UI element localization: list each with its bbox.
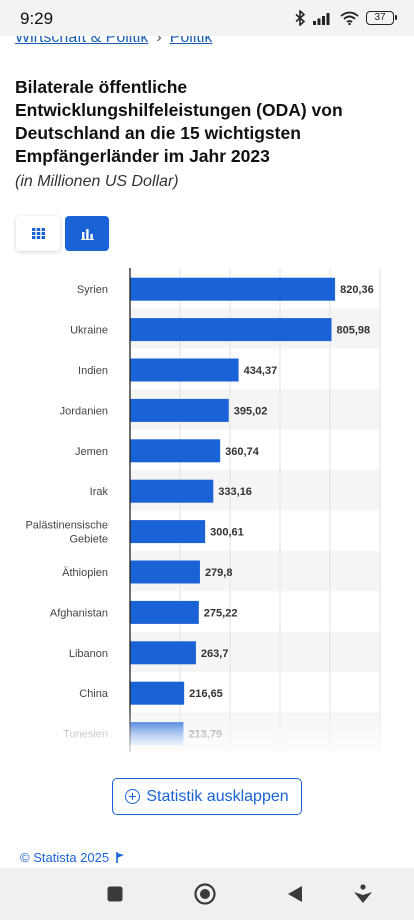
- bar[interactable]: [130, 560, 200, 584]
- status-icons: 37: [295, 10, 397, 26]
- value-label: 216,65: [189, 688, 223, 700]
- bar[interactable]: [130, 439, 221, 463]
- bar[interactable]: [130, 358, 239, 382]
- bar[interactable]: [130, 681, 185, 705]
- bar[interactable]: [130, 277, 336, 301]
- bar-chart: 820,36 Syrien 805,98 Ukraine 434,37 Indien 395…: [25, 268, 381, 752]
- category-label: Tunesien: [63, 729, 108, 741]
- category-label: Afghanistan: [50, 607, 108, 619]
- bar[interactable]: [130, 520, 206, 544]
- flag-icon[interactable]: [116, 852, 125, 863]
- system-nav-bar: [0, 868, 414, 920]
- category-label: Irak: [90, 486, 109, 498]
- table-view-button[interactable]: [16, 216, 60, 251]
- category-label: Syrien: [77, 284, 108, 296]
- square-icon: [107, 886, 123, 902]
- expand-statistic-button[interactable]: Statistik ausklappen: [112, 778, 302, 815]
- bar-chart-icon: [80, 228, 94, 240]
- grid-icon: [31, 228, 45, 239]
- status-time: 9:29: [20, 9, 54, 28]
- bluetooth-icon: [295, 10, 306, 26]
- wifi-icon: [340, 11, 359, 25]
- category-label: Indien: [78, 365, 108, 377]
- category-label: Jordanien: [60, 405, 108, 417]
- bar[interactable]: [130, 398, 229, 422]
- category-label: Äthiopien: [62, 567, 108, 579]
- value-label: 820,36: [340, 284, 374, 296]
- value-label: 275,22: [204, 607, 238, 619]
- value-label: 300,61: [210, 527, 244, 539]
- category-label: Libanon: [69, 648, 108, 660]
- value-label: 434,37: [244, 365, 278, 377]
- value-label: 279,8: [205, 567, 233, 579]
- value-label: 360,74: [225, 446, 260, 458]
- chart-subtitle: (in Millionen US Dollar): [15, 173, 179, 190]
- value-label: 263,7: [201, 648, 229, 660]
- value-label: 805,98: [336, 325, 370, 337]
- copyright-text[interactable]: © Statista 2025: [20, 850, 110, 865]
- chart-title: Bilaterale öffentliche Entwicklungshilfe…: [15, 77, 343, 166]
- accessibility-icon: [354, 884, 372, 903]
- value-label: 213,79: [188, 729, 222, 741]
- plus-circle-icon: [125, 789, 141, 804]
- copyright-line: © Statista 2025: [20, 850, 125, 865]
- status-bar: 9:29 37: [0, 0, 414, 36]
- bar[interactable]: [130, 641, 196, 665]
- chart-view-button[interactable]: [65, 216, 109, 251]
- bar[interactable]: [130, 479, 214, 503]
- category-label: Palästinensische Gebiete: [25, 520, 108, 546]
- breadcrumb-separator: ›: [156, 29, 162, 46]
- recents-button[interactable]: [103, 882, 127, 906]
- home-button[interactable]: [193, 882, 217, 906]
- battery-level: 37: [374, 12, 386, 23]
- back-button[interactable]: [283, 882, 307, 906]
- value-label: 333,16: [218, 486, 252, 498]
- bar[interactable]: [130, 722, 184, 746]
- category-label: Jemen: [75, 446, 108, 458]
- back-triangle-icon: [288, 886, 302, 902]
- category-label: China: [79, 688, 109, 700]
- battery-indicator: 37: [366, 11, 397, 25]
- accessibility-button[interactable]: [351, 882, 375, 906]
- bar[interactable]: [130, 318, 332, 342]
- expand-statistic-label: Statistik ausklappen: [146, 787, 289, 805]
- home-circle-icon: [194, 883, 216, 905]
- bar[interactable]: [130, 600, 199, 624]
- value-label: 395,02: [234, 405, 268, 417]
- category-label: Ukraine: [70, 325, 108, 337]
- signal-icon: [313, 13, 330, 25]
